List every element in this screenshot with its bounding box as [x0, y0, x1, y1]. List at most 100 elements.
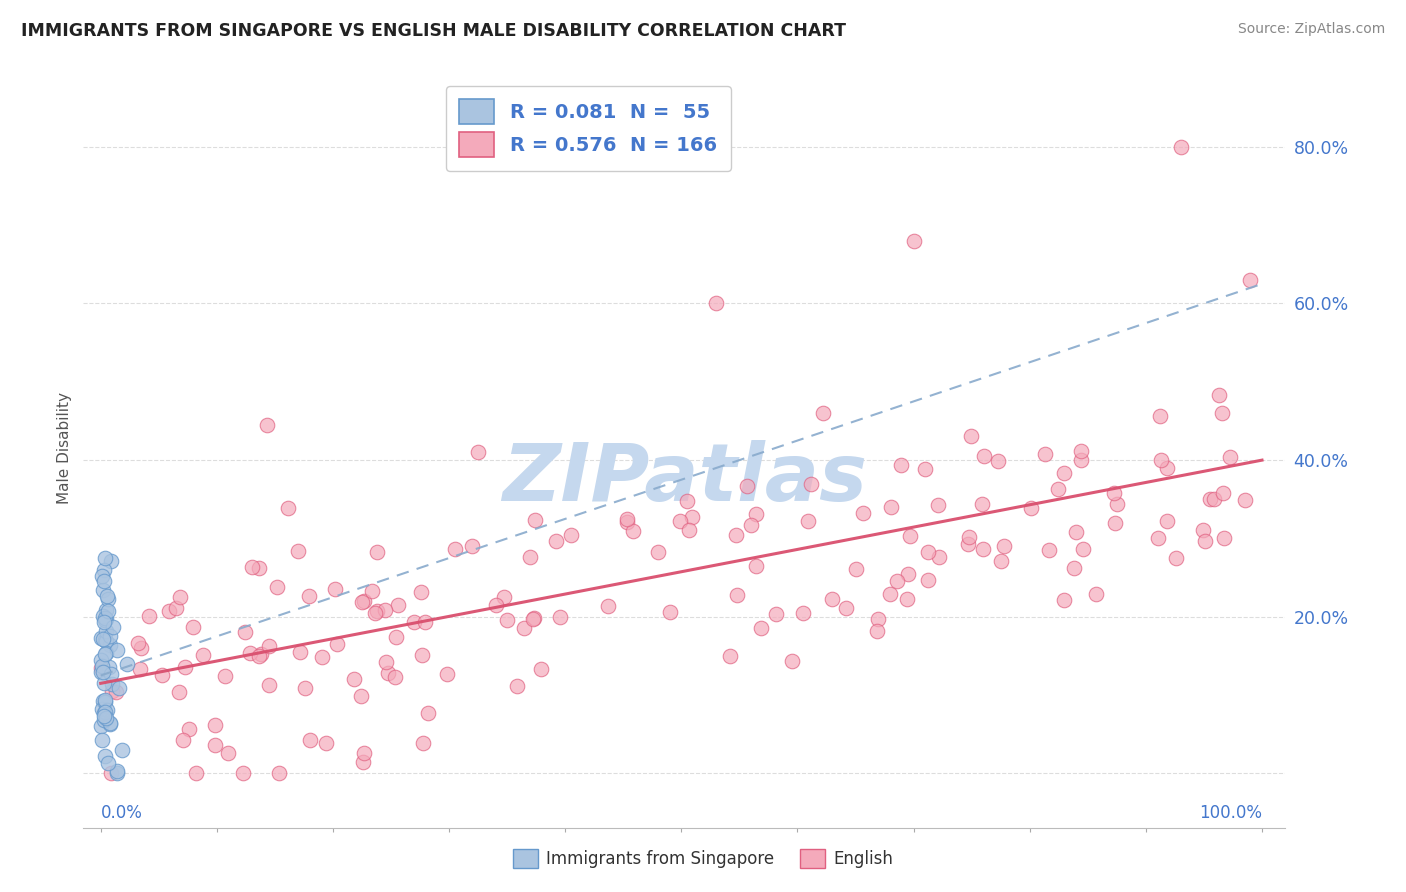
Point [659, 605, 682, 619]
Point [523, 513, 546, 527]
Legend: R = 0.081  N =  55, R = 0.576  N = 166: R = 0.081 N = 55, R = 0.576 N = 166 [446, 86, 731, 170]
Point [97, 659, 120, 673]
Point [647, 545, 669, 559]
Point [780, 654, 803, 668]
Point [903, 234, 925, 248]
Point [1164, 551, 1187, 566]
Point [724, 527, 747, 541]
Point [519, 549, 541, 564]
Point [193, 648, 215, 663]
Point [387, 599, 409, 613]
Point [494, 590, 516, 604]
Point [247, 561, 270, 575]
Point [1033, 447, 1056, 461]
Point [1239, 273, 1261, 287]
Point [97, 756, 120, 770]
Point [267, 766, 290, 780]
Point [107, 766, 129, 780]
Point [1204, 491, 1226, 506]
Point [239, 646, 262, 660]
Point [821, 591, 844, 606]
Point [852, 507, 875, 521]
Point [184, 766, 207, 780]
Point [1212, 486, 1234, 500]
Point [94, 603, 117, 617]
Point [616, 515, 638, 529]
Point [150, 668, 173, 682]
Point [374, 655, 396, 669]
Point [94, 695, 117, 709]
Point [98, 638, 121, 652]
Point [96, 703, 118, 717]
Point [886, 574, 908, 588]
Point [1085, 587, 1108, 601]
Point [93, 675, 115, 690]
Point [675, 494, 697, 508]
Point [384, 670, 406, 684]
Point [217, 746, 239, 760]
Point [105, 764, 128, 779]
Point [546, 534, 568, 549]
Point [93, 706, 115, 720]
Point [735, 479, 758, 493]
Point [1104, 516, 1126, 530]
Point [90, 631, 112, 645]
Point [560, 528, 582, 542]
Point [744, 558, 766, 573]
Point [548, 610, 571, 624]
Point [366, 545, 388, 559]
Point [167, 685, 190, 699]
Point [100, 629, 122, 643]
Point [214, 669, 236, 683]
Point [496, 613, 519, 627]
Point [257, 639, 280, 653]
Point [232, 766, 254, 780]
Point [402, 615, 425, 629]
Point [350, 594, 373, 608]
Point [1063, 561, 1085, 575]
Point [174, 660, 197, 674]
Point [91, 609, 114, 624]
Point [352, 755, 374, 769]
Point [765, 607, 787, 621]
Point [416, 706, 439, 721]
Text: Source: ZipAtlas.com: Source: ZipAtlas.com [1237, 22, 1385, 37]
Point [745, 507, 768, 521]
Text: 0.0%: 0.0% [101, 804, 142, 822]
Point [127, 636, 149, 650]
Point [93, 563, 115, 577]
Point [107, 643, 129, 657]
Point [973, 449, 995, 463]
Point [353, 594, 375, 608]
Point [523, 610, 546, 624]
Point [669, 514, 692, 528]
Point [117, 657, 139, 672]
Point [1146, 531, 1168, 545]
Point [530, 662, 553, 676]
Point [181, 620, 204, 634]
Point [311, 649, 333, 664]
Point [91, 702, 114, 716]
Point [94, 711, 117, 725]
Point [93, 706, 115, 721]
Point [957, 530, 980, 544]
Point [513, 621, 536, 635]
Point [233, 625, 256, 640]
Point [1105, 497, 1128, 511]
Point [91, 632, 114, 646]
Point [90, 569, 112, 583]
Point [1156, 461, 1178, 475]
Point [1070, 453, 1092, 467]
Point [725, 588, 748, 602]
Point [914, 462, 936, 476]
Point [266, 580, 288, 594]
Point [413, 615, 436, 630]
Point [97, 604, 120, 618]
Point [294, 681, 316, 696]
Point [898, 528, 921, 542]
Point [1070, 443, 1092, 458]
Y-axis label: Male Disability: Male Disability [58, 392, 72, 504]
Point [353, 747, 375, 761]
Point [247, 649, 270, 664]
Point [93, 615, 115, 629]
